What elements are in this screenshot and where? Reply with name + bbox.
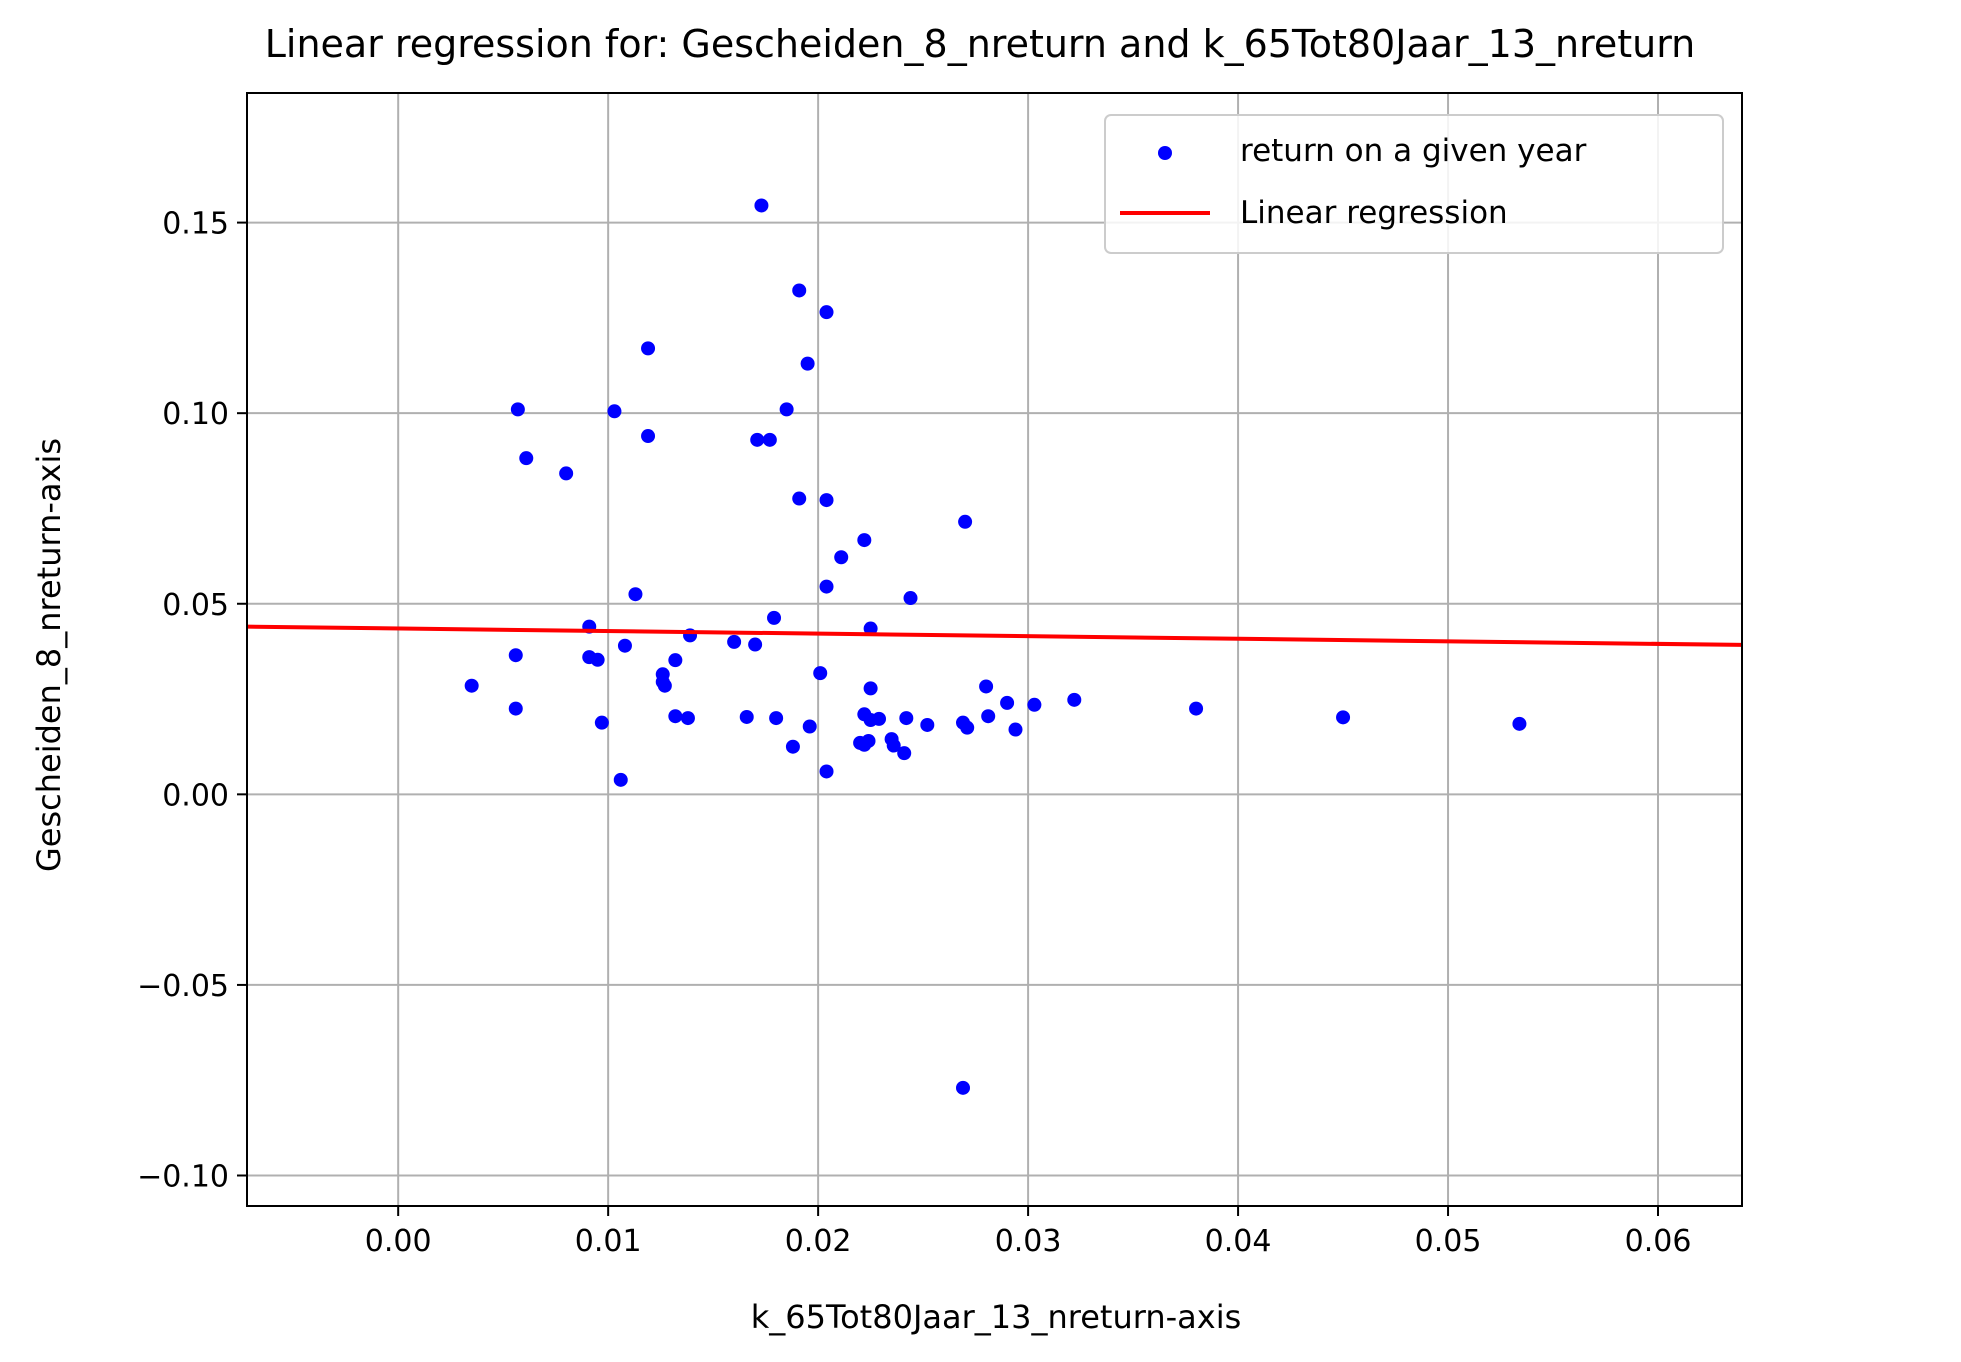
scatter-point bbox=[800, 356, 815, 371]
x-tick-label: 0.04 bbox=[1205, 1224, 1272, 1259]
scatter-point bbox=[960, 720, 975, 735]
legend-marker-scatter bbox=[1158, 146, 1172, 160]
scatter-point bbox=[680, 711, 695, 726]
scatter-point bbox=[613, 772, 628, 787]
scatter-point bbox=[1512, 716, 1527, 731]
scatter-point bbox=[1336, 710, 1351, 725]
scatter-point bbox=[617, 638, 632, 653]
plot-data bbox=[246, 198, 1743, 1095]
scatter-point bbox=[559, 466, 574, 481]
scatter-point bbox=[956, 1080, 971, 1095]
scatter-point bbox=[607, 404, 622, 419]
scatter-point bbox=[785, 739, 800, 754]
scatter-point bbox=[802, 719, 817, 734]
scatter-point bbox=[641, 429, 656, 444]
legend-label-line: Linear regression bbox=[1240, 195, 1508, 231]
scatter-point bbox=[464, 678, 479, 693]
x-tick-label: 0.01 bbox=[575, 1224, 642, 1259]
scatter-point bbox=[1189, 701, 1204, 716]
regression-line bbox=[246, 624, 1743, 647]
scatter-point bbox=[590, 652, 605, 667]
y-tick-label: −0.05 bbox=[137, 969, 229, 1004]
scatter-point bbox=[762, 432, 777, 447]
y-axis-label: Gescheiden_8_nreturn-axis bbox=[30, 438, 68, 872]
scatter-point bbox=[958, 514, 973, 529]
scatter-point bbox=[863, 621, 878, 636]
scatter-point bbox=[668, 709, 683, 724]
scatter-point bbox=[748, 637, 763, 652]
scatter-point bbox=[903, 591, 918, 606]
axis-ticks: 0.00 0.01 0.02 0.03 0.04 0.05 0.06 −0.10 −0.05 0.… bbox=[137, 207, 1691, 1259]
scatter-point bbox=[510, 402, 525, 417]
scatter-point bbox=[727, 634, 742, 649]
scatter-point bbox=[1067, 692, 1082, 707]
plot-frame bbox=[246, 92, 1743, 1207]
x-tick-label: 0.06 bbox=[1625, 1224, 1692, 1259]
scatter-point bbox=[769, 711, 784, 726]
scatter-point bbox=[1008, 722, 1023, 737]
y-tick-label: −0.10 bbox=[137, 1160, 229, 1195]
scatter-point bbox=[979, 679, 994, 694]
y-tick-label: 0.05 bbox=[162, 588, 229, 623]
scatter-point bbox=[819, 493, 834, 508]
scatter-point bbox=[1027, 697, 1042, 712]
y-tick-label: 0.10 bbox=[162, 397, 229, 432]
scatter-point bbox=[863, 681, 878, 696]
scatter-point bbox=[668, 653, 683, 668]
scatter-point bbox=[594, 715, 609, 730]
scatter-point bbox=[899, 711, 914, 726]
scatter-point bbox=[628, 587, 643, 602]
scatter-point bbox=[519, 451, 534, 466]
scatter-point bbox=[508, 648, 523, 663]
scatter-point bbox=[508, 701, 523, 716]
scatter-point bbox=[819, 764, 834, 779]
scatter-point bbox=[754, 198, 769, 213]
scatter-point bbox=[750, 432, 765, 447]
scatter-point bbox=[792, 283, 807, 298]
scatter-point bbox=[861, 733, 876, 748]
scatter-point bbox=[857, 533, 872, 548]
x-tick-label: 0.02 bbox=[785, 1224, 852, 1259]
x-tick-label: 0.03 bbox=[995, 1224, 1062, 1259]
scatter-point bbox=[920, 717, 935, 732]
x-tick-label: 0.00 bbox=[365, 1224, 432, 1259]
scatter-point bbox=[641, 341, 656, 356]
legend-label-scatter: return on a given year bbox=[1240, 133, 1587, 169]
y-tick-label: 0.00 bbox=[162, 778, 229, 813]
legend: return on a given year Linear regression bbox=[1104, 114, 1724, 254]
grid-lines bbox=[247, 93, 1742, 1206]
scatter-point bbox=[813, 666, 828, 681]
chart-title: Linear regression for: Gescheiden_8_nret… bbox=[265, 22, 1696, 66]
scatter-point bbox=[834, 550, 849, 565]
scatter-point bbox=[872, 711, 887, 726]
legend-box bbox=[1104, 114, 1724, 254]
scatter-point bbox=[767, 610, 782, 625]
scatter-point bbox=[819, 305, 834, 320]
scatter-point bbox=[981, 709, 996, 724]
y-tick-label: 0.15 bbox=[162, 207, 229, 242]
scatter-point bbox=[897, 746, 912, 761]
x-tick-label: 0.05 bbox=[1415, 1224, 1482, 1259]
scatter-point bbox=[792, 491, 807, 506]
scatter-point bbox=[779, 402, 794, 417]
scatter-point bbox=[819, 579, 834, 594]
scatter-point bbox=[886, 738, 901, 753]
scatter-point bbox=[657, 678, 672, 693]
x-axis-label: k_65Tot80Jaar_13_nreturn-axis bbox=[751, 1298, 1242, 1336]
scatter-point bbox=[739, 709, 754, 724]
scatter-point bbox=[1000, 695, 1015, 710]
